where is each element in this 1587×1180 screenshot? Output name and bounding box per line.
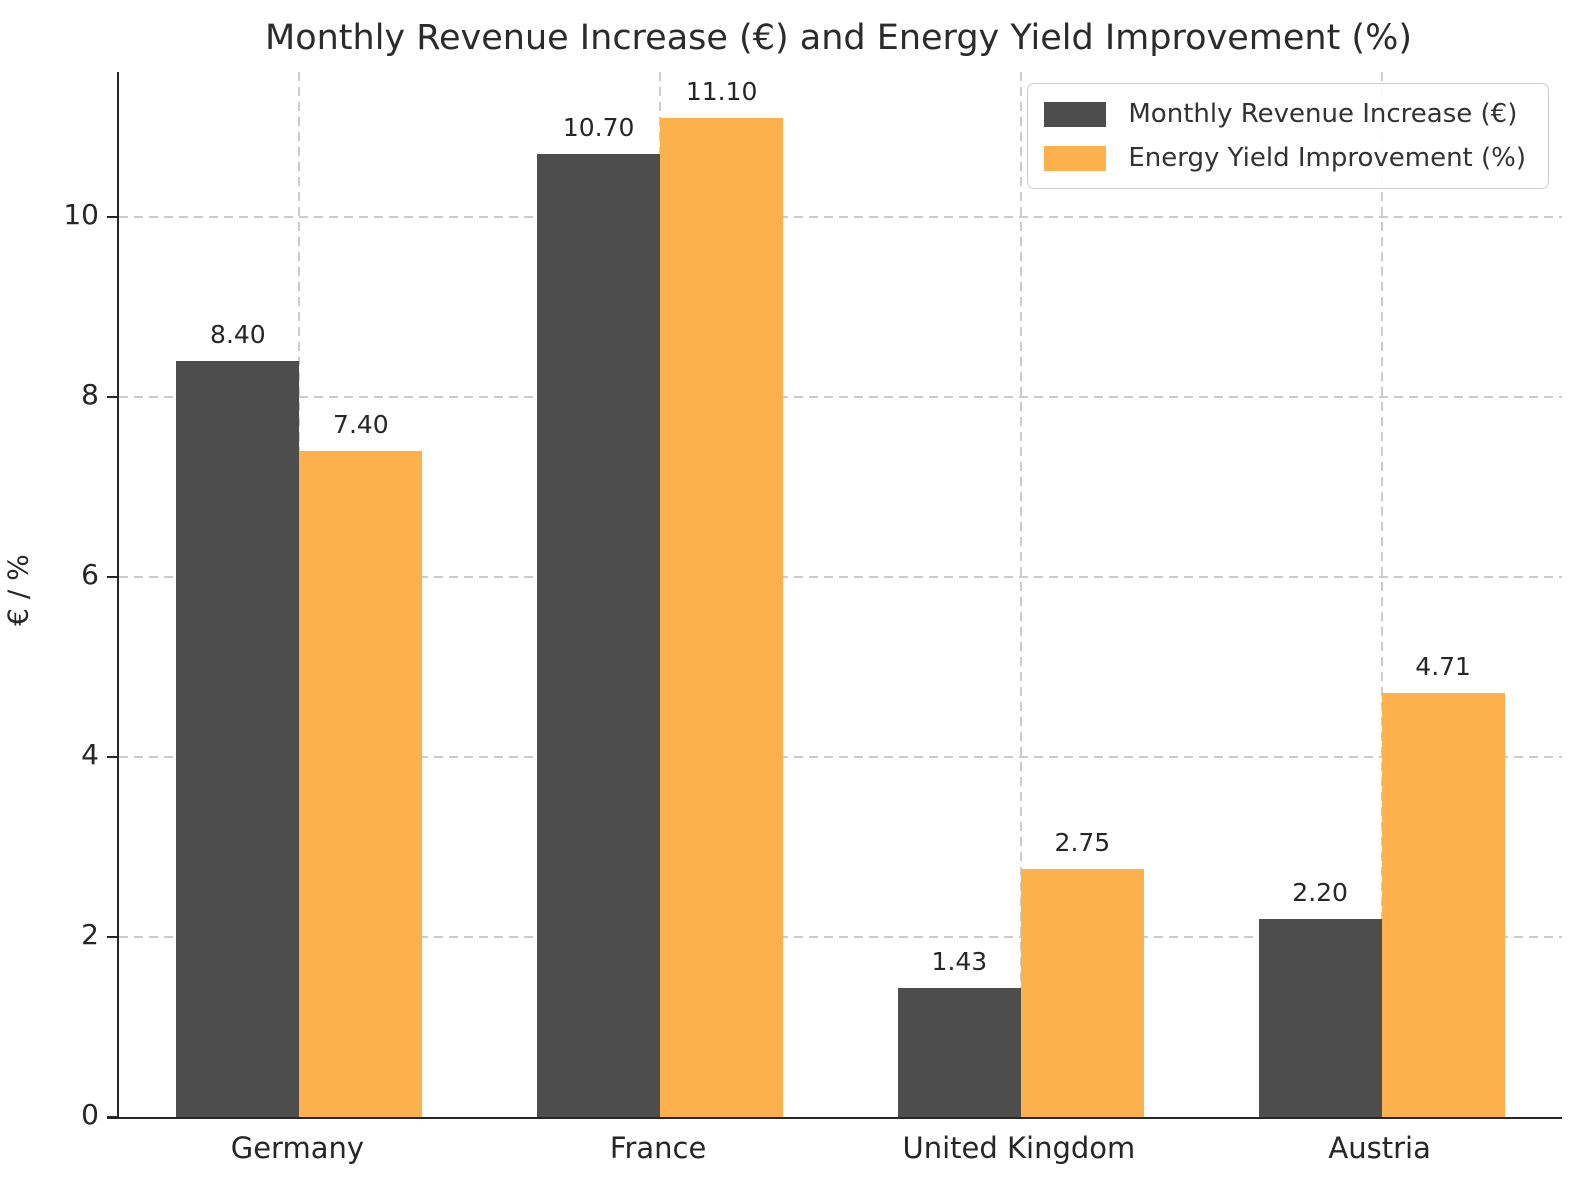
y-tick-mark [107, 575, 117, 579]
y-tick-label: 0 [81, 1098, 99, 1131]
y-tick-label: 8 [81, 377, 99, 411]
bar-value-label: 8.40 [210, 319, 266, 349]
x-tick-label: France [609, 1131, 707, 1165]
y-tick-mark [107, 215, 117, 219]
x-tick-label: Austria [1328, 1131, 1431, 1165]
bar [1020, 869, 1144, 1117]
bar-value-label: 2.75 [1054, 828, 1111, 858]
v-gridline [1380, 72, 1383, 1117]
bar [1258, 918, 1382, 1117]
x-tick-label: Germany [230, 1131, 365, 1165]
legend-label: Energy Yield Improvement (%) [1128, 143, 1526, 173]
legend-item: Energy Yield Improvement (%) [1044, 143, 1526, 173]
bar-value-label: 7.40 [333, 409, 389, 439]
y-tick-mark [107, 1116, 117, 1119]
y-tick-mark [107, 935, 117, 939]
y-tick-label: 10 [63, 197, 99, 231]
legend: Monthly Revenue Increase (€) Energy Yield… [1027, 83, 1549, 189]
h-gridline [119, 215, 1562, 218]
plot-area: Monthly Revenue Increase (€) Energy Yield… [117, 72, 1562, 1119]
bar-value-label: 10.70 [562, 112, 635, 142]
y-tick-mark [107, 395, 117, 399]
y-axis-label: € / % [1, 554, 35, 626]
bar [299, 450, 423, 1117]
h-gridline [119, 395, 1562, 398]
y-tick-label: 2 [81, 917, 99, 951]
bar [176, 360, 300, 1117]
y-tick-mark [107, 755, 117, 759]
h-gridline [119, 935, 1562, 938]
y-tick-label: 6 [81, 557, 99, 591]
legend-swatch [1044, 145, 1107, 171]
legend-swatch [1044, 101, 1107, 127]
bar [660, 117, 784, 1117]
v-gridline [1019, 72, 1022, 1117]
h-gridline [119, 575, 1562, 578]
bar [537, 153, 661, 1117]
bar [897, 988, 1021, 1117]
legend-label: Monthly Revenue Increase (€) [1128, 99, 1518, 129]
chart-title: Monthly Revenue Increase (€) and Energy … [265, 18, 1412, 58]
h-gridline [119, 755, 1562, 758]
bar [1381, 693, 1505, 1117]
bar-value-label: 1.43 [931, 947, 988, 977]
x-tick-label: United Kingdom [902, 1131, 1136, 1165]
y-tick-label: 4 [81, 737, 99, 771]
bar-value-label: 4.71 [1415, 652, 1471, 682]
legend-item: Monthly Revenue Increase (€) [1044, 99, 1526, 129]
bar-value-label: 11.10 [685, 76, 758, 106]
bar-value-label: 2.20 [1292, 877, 1348, 907]
